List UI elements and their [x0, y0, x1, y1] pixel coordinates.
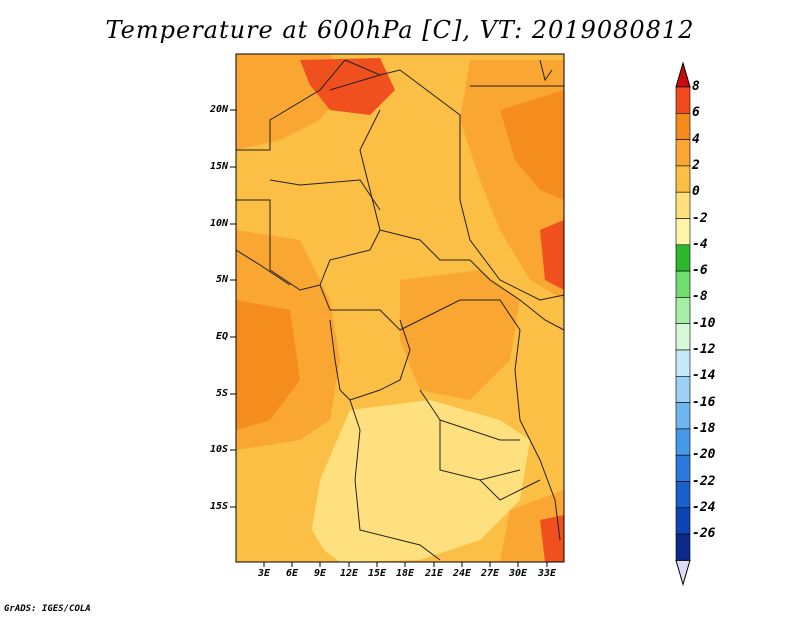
colorbar-label: -14 [692, 368, 716, 384]
lon-label: 6E [285, 568, 299, 579]
field-east-core [500, 90, 564, 200]
lat-label: EQ [215, 331, 228, 342]
colorbar-swatch [675, 297, 691, 324]
temperature-field [236, 54, 564, 562]
lat-label: 15N [209, 161, 228, 172]
lat-label: 20N [209, 104, 228, 115]
lon-label: 18E [395, 568, 415, 579]
field-west-coast-core [236, 300, 300, 430]
colorbar-label: -2 [692, 210, 708, 226]
colorbar-bottom-arrow [675, 559, 691, 587]
colorbar-swatch [675, 507, 691, 535]
colorbar-swatch [675, 86, 691, 114]
colorbar-label: -8 [692, 289, 708, 305]
colorbar-label: -10 [692, 315, 716, 331]
colorbar-label: 6 [692, 105, 700, 121]
colorbar-swatch [675, 244, 691, 272]
colorbar-label: -26 [692, 526, 716, 542]
colorbar-label: -4 [692, 236, 708, 252]
colorbar-swatch [675, 375, 691, 403]
colorbar-label: -16 [692, 394, 716, 410]
colorbar-swatch [675, 454, 691, 482]
colorbar-swatch [675, 481, 691, 509]
colorbar-swatch [675, 113, 691, 140]
map-frame [235, 53, 565, 563]
field-central-warm [400, 270, 520, 400]
colorbar-swatch [675, 191, 691, 219]
colorbar-label: -6 [692, 263, 708, 279]
colorbar-swatch [675, 533, 691, 561]
country-borders [235, 59, 565, 561]
colorbar-label: 2 [692, 157, 700, 173]
colorbar-swatch [675, 270, 691, 298]
colorbar-swatch [675, 428, 691, 456]
lat-label: 15S [209, 501, 228, 512]
colorbar-top-arrow [675, 61, 691, 88]
colorbar-label: 0 [692, 184, 700, 200]
colorbar-label: -22 [692, 473, 716, 489]
lat-label: 10N [209, 218, 228, 229]
lat-label: 5N [215, 274, 228, 285]
colorbar-label: 8 [692, 79, 700, 94]
colorbar-swatch [675, 323, 691, 351]
colorbar-label: -20 [692, 447, 716, 463]
y-ticks [230, 109, 236, 508]
colorbar-label: -18 [692, 420, 716, 436]
lat-label: 5S [215, 388, 228, 399]
x-ticks [263, 562, 548, 567]
lon-label: 33E [537, 568, 557, 579]
lon-label: 12E [339, 568, 359, 579]
colorbar-swatch [675, 165, 691, 193]
colorbar-label: -12 [692, 342, 716, 357]
field-southwest [236, 510, 330, 562]
lon-label: 3E [257, 568, 271, 579]
field-hotspot-north [300, 58, 395, 115]
colorbar [675, 61, 691, 587]
colorbar-label: -24 [692, 499, 716, 515]
lon-label: 9E [313, 568, 327, 579]
lon-label: 30E [508, 568, 528, 579]
field-west-zero [236, 140, 300, 230]
colorbar-swatch [675, 349, 691, 377]
colorbar-label: 4 [692, 131, 700, 147]
chart-title: Temperature at 600hPa [C], VT: 201908081… [105, 16, 695, 44]
colorbar-swatch [675, 218, 691, 246]
colorbar-swatch [675, 402, 691, 430]
colorbar-swatch [675, 139, 691, 167]
lon-label: 15E [367, 568, 387, 579]
lon-label: 24E [452, 568, 472, 579]
lon-label: 21E [424, 568, 444, 579]
lat-label: 10S [209, 444, 228, 455]
field-east-hotspot [540, 220, 564, 290]
lon-label: 27E [480, 568, 500, 579]
grads-credit: GrADS: IGES/COLA [4, 604, 91, 614]
field-south-cool [310, 400, 530, 562]
